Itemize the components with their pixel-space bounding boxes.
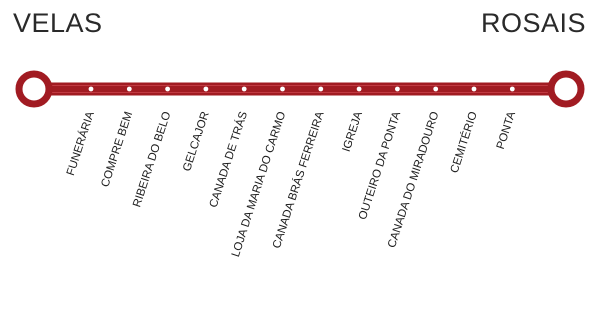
- stop-label: CEMITÉRIO: [448, 110, 480, 175]
- stop-dot: [433, 86, 439, 92]
- stop-dot: [509, 86, 515, 92]
- stop-dot: [241, 86, 247, 92]
- start-terminus-label: VELAS: [13, 8, 103, 38]
- stop-dot: [88, 86, 94, 92]
- stop-dot: [318, 86, 324, 92]
- stop-label: OUTEIRO DA PONTA: [357, 110, 403, 221]
- stop-label: GELCAJOR: [181, 110, 212, 173]
- stop-dot: [203, 86, 209, 92]
- stop-dot: [165, 86, 171, 92]
- stop-label: PONTA: [495, 110, 518, 151]
- stop-label: FUNERÁRIA: [64, 110, 97, 178]
- stop-dot: [126, 86, 132, 92]
- start-terminus-ring: [15, 70, 53, 108]
- end-terminus-ring: [547, 70, 585, 108]
- stop-label: IGREJA: [341, 110, 365, 154]
- stop-dot: [471, 86, 477, 92]
- stop-dot: [395, 86, 400, 92]
- stop-dot: [356, 86, 362, 92]
- stop-dot: [280, 86, 285, 92]
- end-terminus-label: ROSAIS: [480, 8, 586, 38]
- stop-label: RIBEIRA DO BELO: [131, 110, 173, 209]
- stop-label: CANADA DE TRÁS: [207, 110, 250, 210]
- stop-label: COMPRE BEM: [99, 110, 135, 188]
